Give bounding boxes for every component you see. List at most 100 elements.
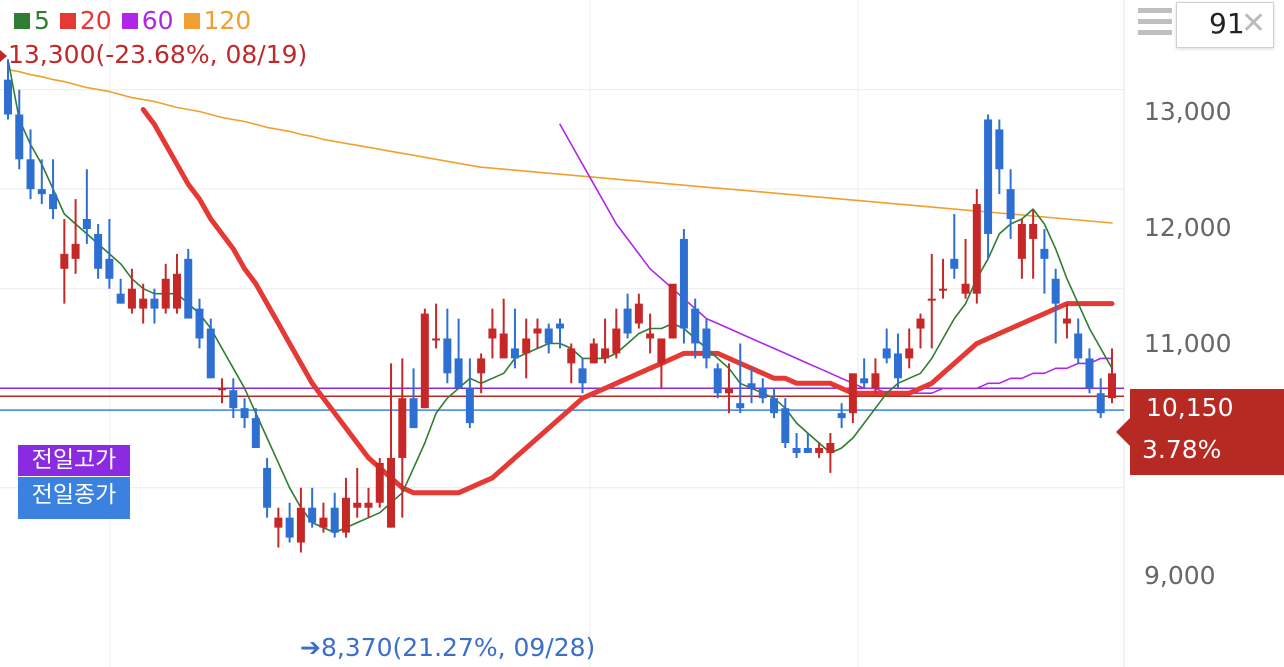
candle xyxy=(567,343,576,384)
candle-body xyxy=(578,368,587,384)
candle xyxy=(860,358,869,389)
candle xyxy=(578,358,587,394)
low-arrow-icon: ➔ xyxy=(300,633,321,662)
candle-body xyxy=(882,348,891,359)
prev-close-tag: 전일종가 xyxy=(18,477,130,519)
candle xyxy=(837,403,846,429)
candle xyxy=(612,308,621,359)
candle xyxy=(420,308,429,409)
y-tick-label: 9,000 xyxy=(1144,561,1216,590)
candle-body xyxy=(1062,318,1071,324)
legend-item-ma120[interactable]: 120 xyxy=(183,6,251,35)
legend-item-ma20[interactable]: 20 xyxy=(59,6,112,35)
candle xyxy=(691,298,700,359)
candle xyxy=(601,318,610,364)
candle xyxy=(1108,348,1116,404)
candle xyxy=(668,283,677,339)
candle-body xyxy=(229,390,238,409)
candle-body xyxy=(105,258,114,279)
candle-body xyxy=(4,79,12,115)
candle xyxy=(781,398,790,448)
candle xyxy=(995,119,1004,195)
candle xyxy=(939,258,948,299)
reference-lines xyxy=(0,387,1124,411)
candle xyxy=(984,114,993,259)
legend-label-ma5: 5 xyxy=(34,6,50,35)
candle-body xyxy=(1040,248,1049,259)
candle-body xyxy=(409,398,418,429)
candle xyxy=(848,373,857,424)
candle-body xyxy=(961,283,970,294)
candle xyxy=(556,318,564,349)
candle-body xyxy=(927,298,936,301)
candle xyxy=(1017,219,1026,279)
candle xyxy=(623,293,632,339)
candle-body xyxy=(668,283,677,339)
candle-body xyxy=(679,238,688,329)
candle-body xyxy=(837,413,846,419)
candle xyxy=(465,358,474,429)
candle-body xyxy=(522,338,531,354)
candle-body xyxy=(691,308,700,344)
close-icon[interactable]: ✕ xyxy=(1241,6,1267,41)
candle xyxy=(905,328,914,369)
candle xyxy=(150,288,159,324)
candle xyxy=(454,318,463,389)
candle xyxy=(792,433,801,458)
legend-item-ma60[interactable]: 60 xyxy=(121,6,174,35)
candle xyxy=(758,378,767,404)
candle xyxy=(251,408,260,448)
candle xyxy=(713,363,722,399)
candle-body xyxy=(1006,189,1015,220)
candle-count-box[interactable]: 91 ✕ xyxy=(1176,2,1274,48)
candle-body xyxy=(263,467,272,508)
candle xyxy=(341,477,350,538)
candle xyxy=(26,129,35,200)
legend-item-ma5[interactable]: 5 xyxy=(14,6,50,35)
candle xyxy=(364,487,373,518)
y-tick-label: 13,000 xyxy=(1144,97,1232,126)
candle-body xyxy=(341,497,350,533)
candle-body xyxy=(1051,278,1060,304)
candle-body xyxy=(612,328,621,354)
candle-body xyxy=(1096,393,1105,414)
candle xyxy=(499,298,508,359)
candle xyxy=(1096,378,1105,419)
candle xyxy=(105,219,114,289)
candle-body xyxy=(815,447,824,453)
period-high-text: 13,300(-23.68%, 08/19) xyxy=(8,40,308,69)
candle xyxy=(139,283,148,324)
ma120-line xyxy=(7,68,1113,224)
candle-body xyxy=(15,114,24,160)
candles xyxy=(4,59,1116,553)
candle-body xyxy=(353,502,362,508)
candle xyxy=(972,189,981,304)
candle xyxy=(82,169,91,244)
y-tick-label: 12,000 xyxy=(1144,213,1232,242)
candle-body xyxy=(984,119,993,234)
candle xyxy=(770,388,779,419)
candle xyxy=(950,214,959,279)
ma20-swatch xyxy=(59,12,76,29)
legend-label-ma60: 60 xyxy=(141,6,174,35)
candle xyxy=(747,368,756,404)
candle-body xyxy=(1029,223,1038,239)
candle xyxy=(916,313,925,349)
candle-body xyxy=(905,348,914,359)
candle xyxy=(206,318,215,379)
period-low-marker: ➔8,370(21.27%, 09/28) xyxy=(300,633,595,662)
candle-body xyxy=(296,507,305,543)
candle-body xyxy=(420,313,429,409)
candle-body xyxy=(251,418,260,448)
current-price: 10,150 xyxy=(1146,393,1234,422)
candle xyxy=(1006,169,1015,239)
candle xyxy=(533,318,542,349)
menu-icon[interactable] xyxy=(1138,8,1172,44)
candle xyxy=(1040,228,1049,294)
candle xyxy=(398,358,407,518)
ma60-line xyxy=(559,123,1113,394)
candle-body xyxy=(240,408,249,419)
candle xyxy=(679,228,688,344)
candle-body xyxy=(398,398,407,458)
candle-body xyxy=(488,328,497,339)
